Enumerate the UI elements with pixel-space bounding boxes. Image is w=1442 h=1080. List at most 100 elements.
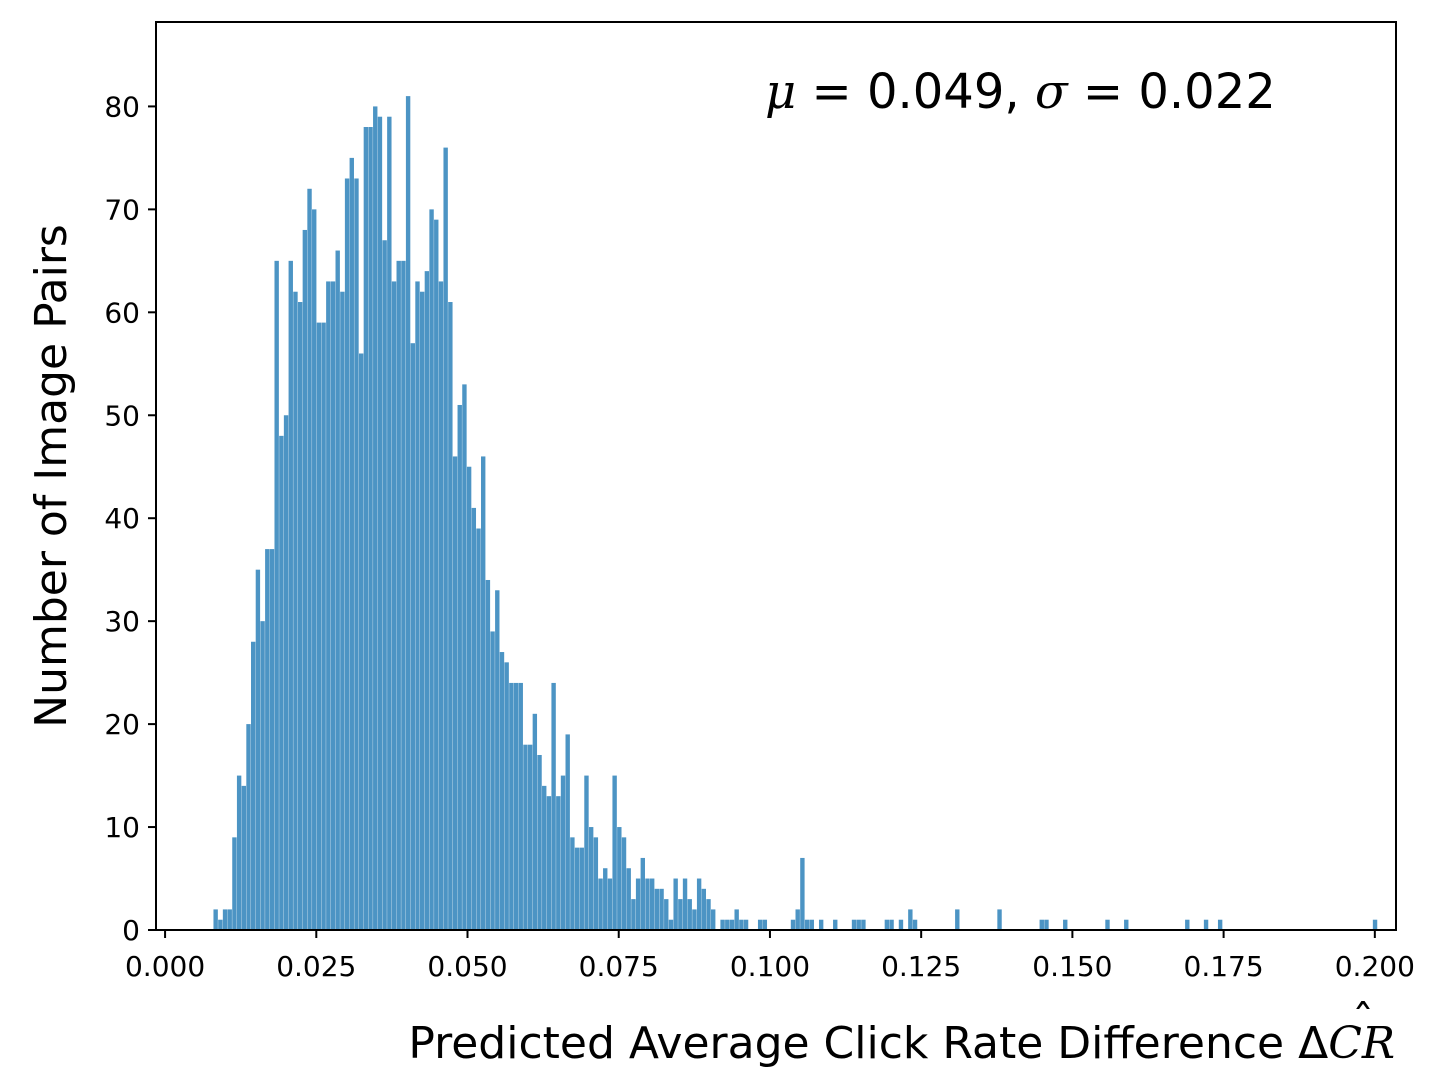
histogram-bar (570, 837, 575, 930)
histogram-bar (527, 744, 533, 930)
histogram-bar (481, 456, 486, 930)
histogram-bar (382, 240, 387, 930)
histogram-bar (265, 549, 270, 930)
histogram-bar (551, 682, 556, 930)
histogram-bar (720, 919, 725, 930)
histogram-bar (466, 466, 472, 930)
histogram-bar (560, 775, 566, 930)
y-tick-label: 10 (104, 811, 140, 844)
histogram-bar (762, 919, 768, 930)
histogram-bar (462, 384, 467, 930)
histogram-bar (617, 827, 622, 930)
histogram-bar (1203, 919, 1209, 930)
histogram-bar (457, 404, 462, 931)
histogram-bar (354, 178, 359, 931)
histogram-bar (598, 878, 603, 930)
histogram-bar (218, 919, 223, 930)
histogram-bar (255, 569, 261, 930)
histogram-bar (363, 127, 369, 930)
histogram-bar (800, 857, 805, 930)
histogram-bar (743, 919, 749, 930)
y-tick-label: 80 (104, 90, 140, 123)
histogram-bar (452, 456, 458, 930)
y-tick-label: 0 (122, 914, 140, 947)
histogram-bar (795, 909, 800, 930)
histogram-bar (1039, 919, 1044, 930)
histogram-bar (377, 116, 383, 930)
histogram-bar (739, 919, 744, 930)
histogram-bar (908, 909, 913, 930)
histogram-bar (588, 827, 594, 930)
histogram-bar (725, 919, 730, 930)
x-axis-label-delta: Δ (1298, 1018, 1328, 1069)
histogram-bar (626, 868, 631, 930)
sigma-symbol: σ (1035, 64, 1069, 120)
histogram-bar (297, 302, 303, 930)
histogram-bar (410, 343, 415, 930)
histogram-bar (711, 909, 716, 930)
histogram-bar (1044, 919, 1049, 930)
histogram-bar (654, 888, 660, 930)
histogram-bar (912, 919, 918, 930)
histogram-bar (1185, 919, 1190, 930)
histogram-bar (790, 919, 796, 930)
x-tick-label: 0.175 (1184, 950, 1264, 983)
histogram-bar (485, 579, 491, 930)
histogram-bar (335, 250, 340, 931)
histogram-bar (391, 281, 397, 930)
histogram-bar (302, 229, 308, 930)
histogram-bar (358, 353, 364, 930)
histogram-bar (260, 621, 265, 930)
histogram-bar (312, 209, 317, 930)
histogram-bar (542, 785, 547, 930)
x-axis-label-text: Predicted Average Click Rate Difference (408, 1018, 1298, 1069)
histogram-bar (635, 878, 641, 930)
histogram-bar (631, 899, 636, 930)
x-tick-label: 0.100 (730, 950, 810, 983)
histogram-bar (729, 919, 735, 930)
histogram-bar (316, 322, 322, 930)
histogram-bar (340, 291, 345, 931)
histogram-bar (1063, 919, 1068, 930)
histogram-bar (288, 260, 293, 931)
y-tick-label: 50 (104, 399, 140, 432)
histogram-bar (612, 775, 617, 930)
histogram-bar (321, 322, 326, 930)
histogram-bar (664, 899, 669, 930)
histogram-bar (222, 909, 228, 930)
histogram-bar (509, 682, 514, 930)
y-axis-label: Number of Image Pairs (26, 224, 77, 728)
histogram-bar (649, 878, 655, 930)
x-tick-label: 0.075 (579, 950, 659, 983)
histogram-bar (349, 157, 354, 930)
histogram-bar (659, 888, 664, 930)
histogram-bar (236, 775, 242, 930)
histogram-bar (574, 847, 580, 930)
histogram-bar (861, 919, 866, 930)
histogram-bar (889, 919, 894, 930)
histogram-bar (405, 96, 411, 931)
histogram-bar (429, 209, 434, 930)
histogram-bar (692, 909, 697, 930)
histogram-bar (565, 734, 570, 930)
histogram-bar (307, 188, 312, 930)
histogram-bar (668, 919, 674, 930)
histogram-bar (673, 878, 678, 930)
histogram-bar (1105, 919, 1110, 930)
y-axis-ticks: 0 10 20 30 40 50 60 70 80 (104, 90, 156, 947)
histogram-bar (523, 744, 528, 930)
histogram-bar (645, 878, 650, 930)
histogram-bar (326, 281, 331, 930)
histogram-bar (495, 590, 500, 930)
x-axis-label: Predicted Average Click Rate Difference … (408, 1018, 1395, 1069)
x-tick-label: 0.200 (1335, 950, 1415, 983)
sigma-value: = 0.022 (1068, 64, 1276, 120)
histogram-bar (401, 260, 406, 931)
histogram-bar (438, 281, 444, 930)
histogram-bar (603, 868, 608, 930)
histogram-bar (499, 652, 505, 930)
histogram-bar (701, 888, 707, 930)
histogram-bar (696, 878, 702, 930)
histogram-bar (818, 919, 824, 930)
histogram-bar (997, 909, 1002, 930)
